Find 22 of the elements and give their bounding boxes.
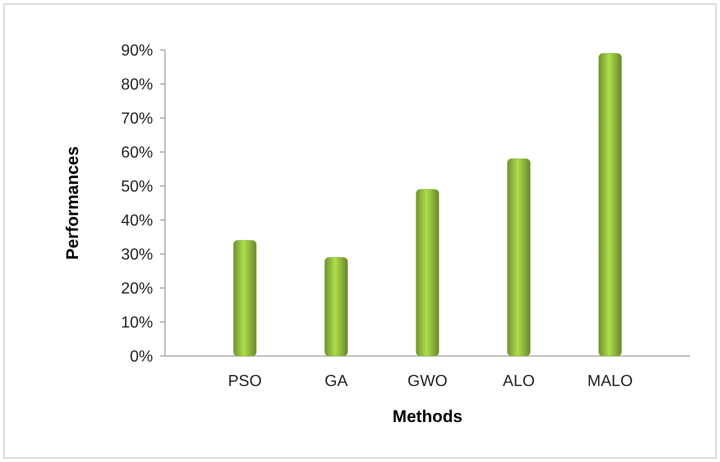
y-tick-label: 50% [120, 178, 153, 196]
x-tick-label: MALO [587, 373, 633, 390]
bar [507, 158, 530, 356]
y-tick-label: 40% [120, 212, 153, 230]
bar [233, 240, 257, 356]
x-tick-label: GA [324, 373, 348, 390]
bar [598, 53, 622, 356]
y-tick-label: 90% [120, 42, 153, 60]
y-tick-label: 10% [120, 314, 153, 332]
bar [416, 189, 440, 356]
y-tick-label: 60% [120, 144, 153, 162]
x-tick-label: GWO [408, 373, 448, 390]
y-tick-label: 80% [120, 76, 153, 94]
x-tick-label: ALO [502, 373, 535, 390]
y-tick-label: 70% [120, 110, 153, 128]
y-axis-title: Performances [63, 146, 82, 260]
bar [324, 257, 348, 356]
x-axis-title: Methods [392, 407, 462, 426]
x-tick-label: PSO [228, 373, 262, 390]
y-tick-label: 20% [120, 280, 153, 298]
y-tick-label: 30% [120, 246, 153, 264]
y-tick-label: 0% [130, 348, 153, 366]
